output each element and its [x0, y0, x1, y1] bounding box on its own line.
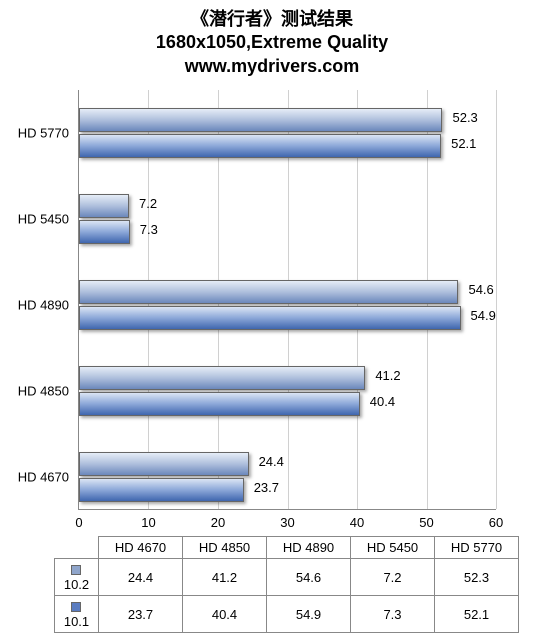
table-column-header: HD 4890 — [267, 537, 351, 559]
table-cell: 7.2 — [351, 559, 435, 596]
value-label: 7.2 — [139, 196, 157, 211]
bar — [79, 220, 130, 244]
value-label: 54.9 — [471, 308, 496, 323]
table-cell: 54.6 — [267, 559, 351, 596]
chart-plot-area: 0102030405060HD 577052.352.1HD 54507.27.… — [78, 90, 496, 510]
value-label: 23.7 — [254, 480, 279, 495]
table-header-row: HD 4670HD 4850HD 4890HD 5450HD 5770 — [55, 537, 519, 559]
bar-wrap: 23.7 — [79, 478, 496, 504]
x-tick-label: 0 — [75, 515, 82, 530]
value-label: 54.6 — [468, 282, 493, 297]
value-label: 24.4 — [259, 454, 284, 469]
bar-wrap: 52.3 — [79, 108, 496, 134]
bar-wrap: 52.1 — [79, 134, 496, 160]
title-line-3: www.mydrivers.com — [8, 55, 536, 78]
table-cell: 40.4 — [183, 596, 267, 633]
bar-wrap: 54.6 — [79, 280, 496, 306]
y-category-label: HD 4850 — [9, 384, 69, 399]
y-category-label: HD 4890 — [9, 298, 69, 313]
bar — [79, 108, 442, 132]
bar — [79, 194, 129, 218]
bar — [79, 478, 244, 502]
bar-wrap: 24.4 — [79, 452, 496, 478]
legend-cell: 10.1 — [55, 596, 99, 633]
bar — [79, 280, 458, 304]
data-table: HD 4670HD 4850HD 4890HD 5450HD 5770 10.2 2… — [54, 536, 519, 633]
bar-group: HD 467024.423.7 — [79, 452, 496, 502]
x-tick-label: 10 — [141, 515, 155, 530]
chart-container: 《潜行者》测试结果 1680x1050,Extreme Quality www.… — [8, 8, 536, 633]
value-label: 41.2 — [375, 368, 400, 383]
bar-wrap: 41.2 — [79, 366, 496, 392]
table-cell: 54.9 — [267, 596, 351, 633]
table-column-header: HD 4670 — [99, 537, 183, 559]
bar-group: HD 489054.654.9 — [79, 280, 496, 330]
x-tick-label: 40 — [350, 515, 364, 530]
bar-wrap: 7.2 — [79, 194, 496, 220]
bar — [79, 392, 360, 416]
bar — [79, 452, 249, 476]
bar — [79, 306, 461, 330]
bar-wrap: 54.9 — [79, 306, 496, 332]
value-label: 52.3 — [452, 110, 477, 125]
bar — [79, 366, 365, 390]
value-label: 7.3 — [140, 222, 158, 237]
bar-group: HD 485041.240.4 — [79, 366, 496, 416]
legend-label: 10.2 — [64, 577, 89, 592]
table-column-header: HD 5450 — [351, 537, 435, 559]
title-line-1: 《潜行者》测试结果 — [8, 8, 536, 31]
table-row: 10.2 24.441.254.67.252.3 — [55, 559, 519, 596]
y-category-label: HD 4670 — [9, 470, 69, 485]
x-tick-label: 60 — [489, 515, 503, 530]
bar-wrap: 7.3 — [79, 220, 496, 246]
table-cell: 23.7 — [99, 596, 183, 633]
legend-swatch-icon — [71, 602, 81, 612]
y-category-label: HD 5770 — [9, 126, 69, 141]
table-row: 10.1 23.740.454.97.352.1 — [55, 596, 519, 633]
legend-swatch-icon — [71, 565, 81, 575]
value-label: 52.1 — [451, 136, 476, 151]
gridline — [496, 90, 497, 509]
legend-cell: 10.2 — [55, 559, 99, 596]
table-cell: 52.3 — [435, 559, 519, 596]
bar — [79, 134, 441, 158]
table-cell: 52.1 — [435, 596, 519, 633]
y-category-label: HD 5450 — [9, 212, 69, 227]
bar-group: HD 54507.27.3 — [79, 194, 496, 244]
bar-wrap: 40.4 — [79, 392, 496, 418]
value-label: 40.4 — [370, 394, 395, 409]
legend-label: 10.1 — [64, 614, 89, 629]
title-line-2: 1680x1050,Extreme Quality — [8, 31, 536, 54]
x-tick-label: 50 — [419, 515, 433, 530]
x-tick-label: 30 — [280, 515, 294, 530]
table-column-header: HD 4850 — [183, 537, 267, 559]
x-tick-label: 20 — [211, 515, 225, 530]
table-column-header: HD 5770 — [435, 537, 519, 559]
bar-group: HD 577052.352.1 — [79, 108, 496, 158]
table-corner-cell — [55, 537, 99, 559]
title-block: 《潜行者》测试结果 1680x1050,Extreme Quality www.… — [8, 8, 536, 78]
table-cell: 7.3 — [351, 596, 435, 633]
table-cell: 41.2 — [183, 559, 267, 596]
table-cell: 24.4 — [99, 559, 183, 596]
